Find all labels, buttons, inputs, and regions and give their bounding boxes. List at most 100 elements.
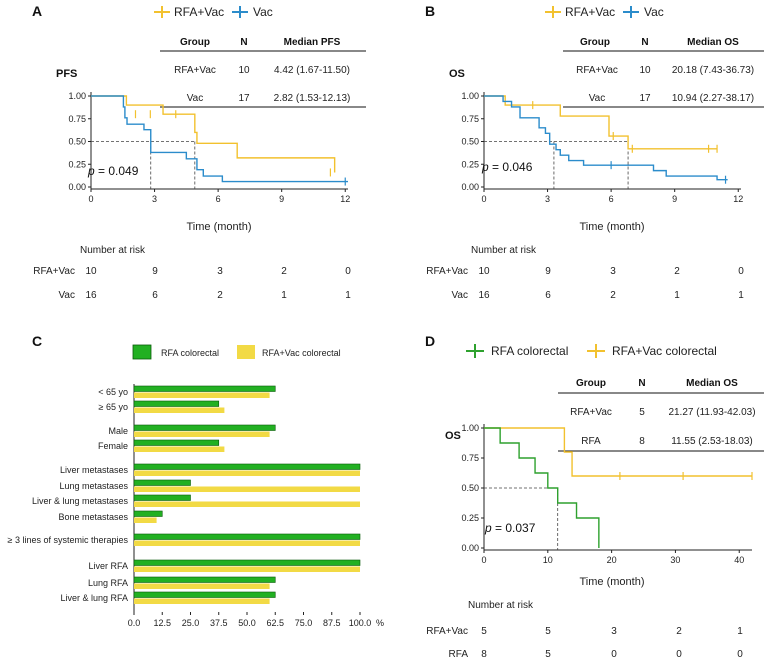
risk-count: 0 xyxy=(345,266,351,277)
legend-rfa-colorectal-swatch xyxy=(132,344,152,360)
risk-count: 2 xyxy=(610,290,616,301)
table-cell: 11.55 (2.53-18.03) xyxy=(671,436,753,447)
x-tick-label: 12.5 xyxy=(153,618,171,628)
bar-rfa-vac-colorectal xyxy=(134,540,360,546)
panel-d-table: Group N Median OS RFA+Vac 5 21.27 (11.93… xyxy=(558,378,764,452)
x-tick-label: 3 xyxy=(152,194,157,204)
table-cell: RFA+Vac xyxy=(570,407,612,418)
legend-rfa-vac-icon xyxy=(545,6,561,18)
risk-count: 10 xyxy=(478,266,490,277)
bar-rfa-colorectal xyxy=(133,439,220,446)
x-tick-label: 12 xyxy=(340,194,350,204)
x-axis-title: Time (month) xyxy=(580,576,645,588)
table-cell: 8 xyxy=(639,436,645,447)
risk-count: 5 xyxy=(545,626,551,637)
km-plot-b: 0.00 0.25 0.50 0.75 1.00 0 3 6 9 12 xyxy=(461,91,743,204)
y-tick-label: 0.50 xyxy=(461,483,479,493)
km-plot-d: 0.00 0.25 0.50 0.75 1.00 0 10 20 30 40 xyxy=(461,423,753,565)
y-tick-label: 0.25 xyxy=(461,513,479,523)
x-axis-title: Time (month) xyxy=(580,221,645,233)
risk-count: 1 xyxy=(674,290,680,301)
bar-rfa-vac-colorectal xyxy=(134,470,360,476)
bar-rfa-colorectal xyxy=(133,424,276,431)
table-header-median: Median OS xyxy=(687,37,739,48)
legend-vac-label: Vac xyxy=(253,5,273,19)
y-tick-label: 1.00 xyxy=(68,91,86,101)
x-tick-label: 100.0 xyxy=(349,618,372,628)
table-header-group: Group xyxy=(576,378,606,389)
km-plot-a: 0.00 0.25 0.50 0.75 1.00 0 3 6 9 12 xyxy=(68,91,350,204)
risk-count: 0 xyxy=(676,649,682,660)
risk-table-title: Number at risk xyxy=(80,245,146,256)
risk-count: 16 xyxy=(85,290,97,301)
bar-rfa-colorectal xyxy=(133,463,361,470)
bar-rfa-colorectal xyxy=(133,494,191,501)
x-tick-label: 75.0 xyxy=(295,618,313,628)
x-tick-label: 0 xyxy=(481,194,486,204)
category-label: Female xyxy=(98,441,128,451)
x-axis-title: Time (month) xyxy=(187,221,252,233)
survival-curve-vac xyxy=(484,95,728,181)
panel-d-title: OS xyxy=(445,430,461,442)
panel-b-legend: RFA+Vac Vac xyxy=(545,5,664,19)
x-tick-label: 0.0 xyxy=(128,618,141,628)
risk-count: 5 xyxy=(545,649,551,660)
table-cell: RFA+Vac xyxy=(576,65,618,76)
table-cell: RFA+Vac xyxy=(174,65,216,76)
table-header-n: N xyxy=(641,37,648,48)
x-tick-label: 87.5 xyxy=(323,618,341,628)
risk-table-title: Number at risk xyxy=(471,245,537,256)
risk-table-b: RFA+Vac 10 9 3 2 0 Vac 16 6 2 1 1 xyxy=(426,266,744,301)
panel-c-legend: RFA colorectal RFA+Vac colorectal xyxy=(132,344,341,360)
risk-table-title: Number at risk xyxy=(468,600,534,611)
bar-rfa-vac-colorectal xyxy=(134,392,270,398)
bar-rfa-colorectal xyxy=(133,479,191,486)
table-header-median: Median PFS xyxy=(284,37,341,48)
table-cell: 17 xyxy=(639,93,651,104)
risk-count: 5 xyxy=(481,626,487,637)
table-header-group: Group xyxy=(580,37,610,48)
bar-rfa-colorectal xyxy=(133,591,276,598)
category-label: ≥ 65 yo xyxy=(99,402,128,412)
y-tick-label: 0.25 xyxy=(68,159,86,169)
panel-d-label: D xyxy=(425,333,435,349)
x-tick-label: 10 xyxy=(543,555,553,565)
table-cell: 2.82 (1.53-12.13) xyxy=(274,93,351,104)
category-label: Liver RFA xyxy=(88,561,128,571)
panel-a-title: PFS xyxy=(56,68,77,80)
bar-rfa-colorectal xyxy=(133,559,361,566)
x-tick-label: 9 xyxy=(279,194,284,204)
panel-a: A RFA+Vac Vac Group N Median PFS RFA+Vac… xyxy=(32,3,366,301)
table-cell: 10 xyxy=(639,65,651,76)
risk-row-label: RFA+Vac xyxy=(33,266,75,277)
bar-chart-c: < 65 yo ≥ 65 yo Male Female Liver metastases… xyxy=(8,384,384,628)
survival-curve-rfa-vac xyxy=(484,95,718,150)
risk-count: 16 xyxy=(478,290,490,301)
table-cell: Vac xyxy=(589,93,606,104)
legend-rfa-colorectal-label: RFA colorectal xyxy=(161,348,219,358)
bar-rfa-vac-colorectal xyxy=(134,566,360,572)
table-cell: 21.27 (11.93-42.03) xyxy=(668,407,755,418)
risk-count: 2 xyxy=(676,626,682,637)
p-value: p = 0.046 xyxy=(481,160,533,174)
legend-rfa-vac-label: RFA+Vac xyxy=(565,5,615,19)
bar-rfa-colorectal xyxy=(133,400,220,407)
risk-count: 0 xyxy=(611,649,617,660)
category-label: Bone metastases xyxy=(58,512,128,522)
x-tick-label: 37.5 xyxy=(210,618,228,628)
panel-c-label: C xyxy=(32,333,42,349)
legend-rfa-vac-colorectal-label: RFA+Vac colorectal xyxy=(262,348,341,358)
bar-rfa-colorectal xyxy=(133,576,276,583)
bar-rfa-colorectal xyxy=(133,533,361,540)
risk-count: 2 xyxy=(281,266,287,277)
y-tick-label: 0.50 xyxy=(461,137,479,147)
table-header-median: Median OS xyxy=(686,378,738,389)
risk-count: 10 xyxy=(85,266,97,277)
panel-b: B RFA+Vac Vac Group N Median OS RFA+Vac … xyxy=(425,3,764,301)
risk-table-d: RFA+Vac 5 5 3 2 1 RFA 8 5 0 0 0 xyxy=(426,626,743,660)
x-tick-label: 62.5 xyxy=(266,618,284,628)
bar-rfa-colorectal xyxy=(133,510,163,517)
category-label: Lung RFA xyxy=(88,578,128,588)
risk-count: 9 xyxy=(152,266,158,277)
x-tick-label: 12 xyxy=(733,194,743,204)
